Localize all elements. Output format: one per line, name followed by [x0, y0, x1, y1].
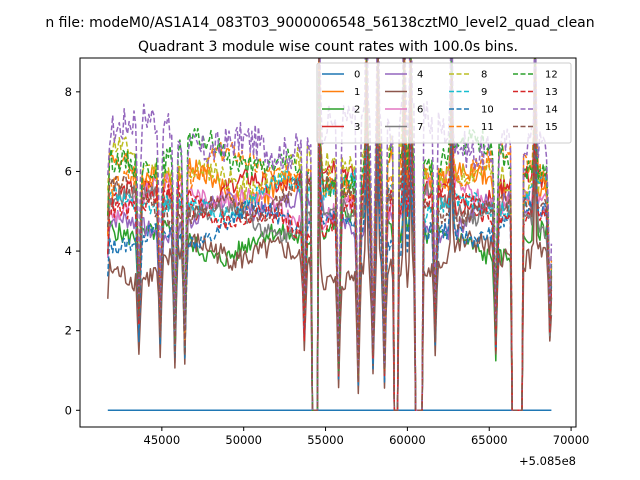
legend-label-1: 1 — [354, 87, 360, 98]
y-axis: 0 2 4 6 8 — [65, 85, 80, 417]
legend-label-4: 4 — [417, 70, 423, 81]
series-layer — [107, 58, 553, 412]
series-line-14 — [107, 58, 553, 412]
y-tick-label: 0 — [65, 403, 72, 417]
legend-label-15: 15 — [545, 122, 558, 133]
chart-title: Quadrant 3 module wise count rates with … — [138, 39, 518, 55]
x-tick-label: 45000 — [144, 433, 181, 447]
series-line-15 — [107, 58, 553, 412]
legend-label-3: 3 — [354, 122, 360, 133]
y-tick-label: 4 — [65, 244, 72, 258]
x-tick-label: 70000 — [553, 433, 590, 447]
legend-label-13: 13 — [545, 87, 558, 98]
legend-label-5: 5 — [417, 87, 423, 98]
legend-label-2: 2 — [354, 105, 360, 116]
legend-label-11: 11 — [481, 122, 494, 133]
figure-suptitle: n file: modeM0/AS1A14_083T03_9000006548_… — [45, 15, 594, 31]
legend-label-0: 0 — [354, 70, 360, 81]
x-tick-label: 60000 — [389, 433, 426, 447]
legend-label-9: 9 — [481, 87, 487, 98]
series-line-13 — [107, 77, 553, 412]
legend-label-8: 8 — [481, 70, 487, 81]
y-tick-label: 2 — [65, 324, 72, 338]
plot-frame — [79, 57, 577, 428]
y-tick-label: 6 — [65, 164, 72, 178]
x-axis: 45000 50000 55000 60000 65000 70000 — [144, 427, 590, 447]
legend-label-10: 10 — [481, 105, 494, 116]
legend-frame — [316, 62, 572, 144]
legend-label-14: 14 — [545, 105, 558, 116]
legend-label-7: 7 — [417, 122, 423, 133]
legend-label-6: 6 — [417, 105, 423, 116]
x-offset-label: +5.085e8 — [519, 454, 576, 468]
x-tick-label: 65000 — [471, 433, 508, 447]
y-tick-label: 8 — [65, 85, 72, 99]
legend-label-12: 12 — [545, 70, 558, 81]
x-tick-label: 50000 — [225, 433, 262, 447]
x-tick-label: 55000 — [307, 433, 344, 447]
